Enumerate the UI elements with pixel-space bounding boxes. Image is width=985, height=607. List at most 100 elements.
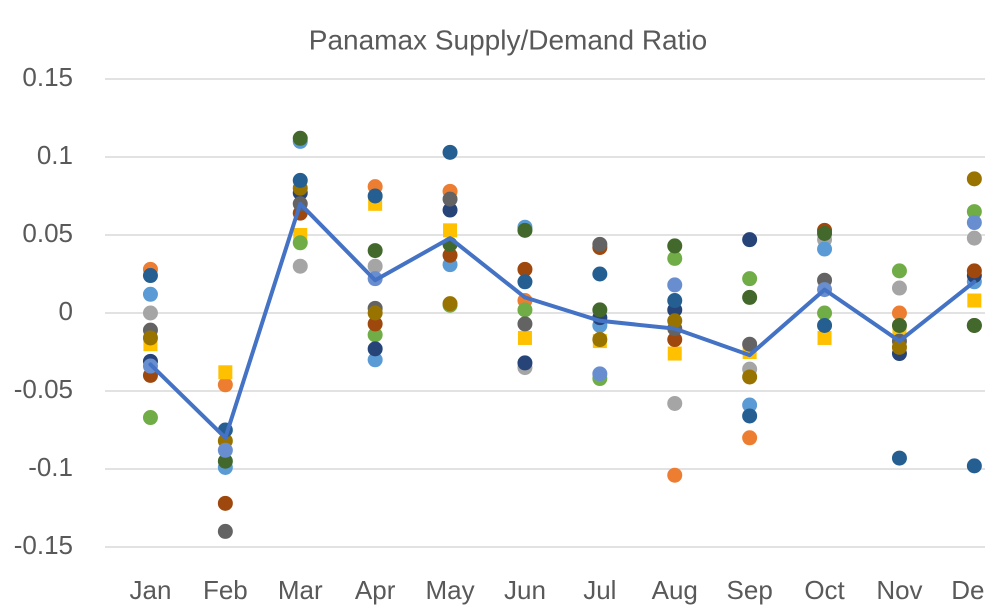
- x-tick-label: Jan: [129, 575, 171, 605]
- x-tick-label: Jul: [583, 575, 616, 605]
- point: [367, 341, 383, 357]
- x-tick-label: Jun: [504, 575, 546, 605]
- point: [742, 336, 758, 352]
- average-line: [148, 201, 977, 440]
- point: [966, 230, 982, 246]
- point: [517, 316, 533, 332]
- point: [217, 442, 233, 458]
- point: [517, 302, 533, 318]
- point: [442, 296, 458, 312]
- y-tick-label: 0.15: [22, 62, 73, 92]
- point: [742, 397, 758, 413]
- y-tick-label: 0.05: [22, 218, 73, 248]
- point: [442, 144, 458, 160]
- point: [667, 395, 683, 411]
- y-tick-label: 0: [59, 296, 73, 326]
- point: [667, 313, 683, 329]
- point: [442, 191, 458, 207]
- point: [966, 215, 982, 231]
- point: [592, 332, 608, 348]
- point: [142, 305, 158, 321]
- point: [891, 305, 907, 321]
- x-tick-label: May: [425, 575, 474, 605]
- point: [517, 274, 533, 290]
- point: [142, 330, 158, 346]
- point: [217, 523, 233, 539]
- point: [367, 327, 383, 343]
- x-tick-label: Dec: [951, 575, 985, 605]
- x-tick-label: Apr: [355, 575, 396, 605]
- point: [966, 171, 982, 187]
- point: [592, 366, 608, 382]
- point: [292, 235, 308, 251]
- point: [217, 495, 233, 511]
- point: [817, 225, 833, 241]
- x-tick-label: Feb: [203, 575, 248, 605]
- point: [967, 293, 982, 308]
- point: [142, 410, 158, 426]
- point: [817, 241, 833, 257]
- point: [142, 268, 158, 284]
- point: [667, 238, 683, 254]
- point: [891, 280, 907, 296]
- point: [592, 266, 608, 282]
- point: [517, 222, 533, 238]
- point: [742, 408, 758, 424]
- x-tick-label: Sep: [727, 575, 773, 605]
- point: [367, 243, 383, 259]
- point: [218, 365, 233, 380]
- point: [217, 377, 233, 393]
- point: [443, 223, 458, 238]
- x-tick-label: Aug: [652, 575, 698, 605]
- point: [517, 330, 532, 345]
- point: [592, 302, 608, 318]
- x-tick-label: Mar: [278, 575, 323, 605]
- point: [966, 263, 982, 279]
- point: [817, 317, 833, 333]
- point: [442, 247, 458, 263]
- point: [667, 346, 682, 361]
- point: [517, 355, 533, 371]
- y-tick-label: -0.05: [14, 374, 73, 404]
- point: [142, 286, 158, 302]
- point: [817, 305, 833, 321]
- x-tick-label: Nov: [876, 575, 922, 605]
- y-tick-label: -0.15: [14, 530, 73, 560]
- point: [292, 258, 308, 274]
- point: [292, 130, 308, 146]
- point: [667, 277, 683, 293]
- point: [667, 467, 683, 483]
- point: [891, 450, 907, 466]
- point: [742, 289, 758, 305]
- point: [292, 172, 308, 188]
- x-tick-label: Oct: [804, 575, 845, 605]
- point: [891, 317, 907, 333]
- point: [367, 258, 383, 274]
- point: [367, 188, 383, 204]
- point: [966, 317, 982, 333]
- point: [517, 261, 533, 277]
- point: [817, 330, 832, 345]
- point: [442, 202, 458, 218]
- y-tick-label: -0.1: [28, 452, 73, 482]
- chart-title: Panamax Supply/Demand Ratio: [309, 24, 707, 55]
- point: [217, 453, 233, 469]
- point: [742, 430, 758, 446]
- point: [667, 293, 683, 309]
- point: [367, 352, 383, 368]
- point: [891, 263, 907, 279]
- point: [966, 204, 982, 220]
- point: [966, 458, 982, 474]
- point: [891, 339, 907, 355]
- point: [367, 305, 383, 321]
- point: [667, 332, 683, 348]
- point: [742, 271, 758, 287]
- point: [367, 316, 383, 332]
- point: [667, 250, 683, 266]
- point: [742, 369, 758, 385]
- point: [592, 236, 608, 252]
- point: [742, 232, 758, 248]
- y-tick-label: 0.1: [37, 140, 73, 170]
